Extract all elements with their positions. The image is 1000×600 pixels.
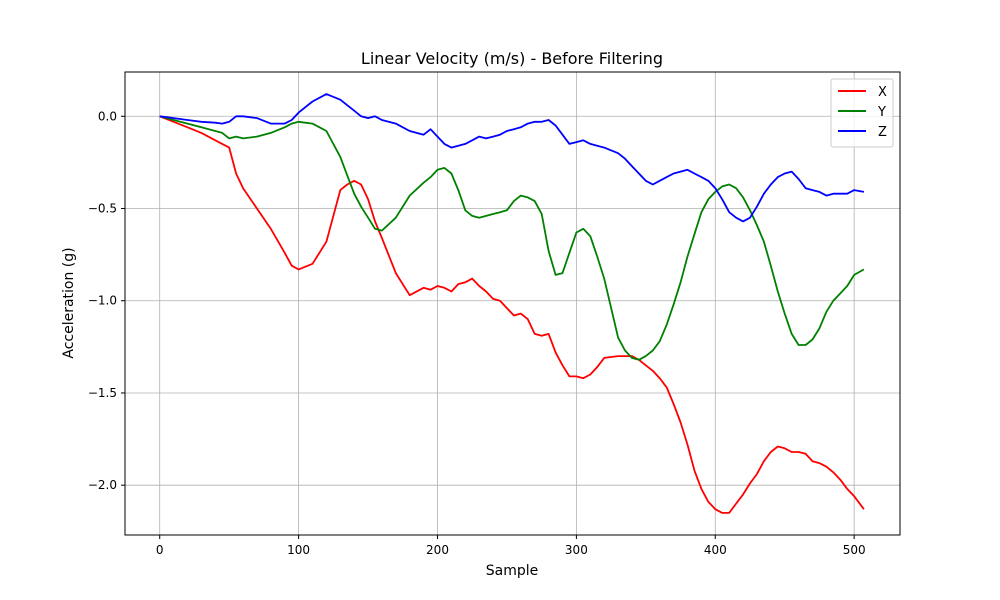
plot-frame <box>124 71 901 536</box>
legend: XYZ <box>830 78 894 148</box>
axis-ticks: 0 100 200 300 400 500 0.0 −0.5 −1.0 −1.5 −2.0 <box>88 109 866 557</box>
y-tick-label: −2.0 <box>88 478 117 492</box>
y-axis-label: Acceleration (g) <box>61 247 77 358</box>
y-tick-label: −1.5 <box>88 386 117 400</box>
legend-label-z: Z <box>878 125 887 140</box>
chart-title: Linear Velocity (m/s) - Before Filtering <box>361 49 663 68</box>
x-tick-label: 500 <box>843 543 866 557</box>
legend-label-y: Y <box>877 105 886 120</box>
series-line-z <box>159 93 865 223</box>
series-line-y <box>159 115 865 361</box>
x-tick-label: 400 <box>704 543 727 557</box>
legend-label-x: X <box>878 85 887 100</box>
y-tick-label: −0.5 <box>88 202 117 216</box>
grid <box>125 72 900 535</box>
x-tick-label: 300 <box>565 543 588 557</box>
x-tick-label: 200 <box>426 543 449 557</box>
y-tick-label: −1.0 <box>88 294 117 308</box>
x-tick-label: 0 <box>156 543 164 557</box>
x-axis-label: Sample <box>486 563 539 579</box>
series-line-x <box>159 115 865 514</box>
series-lines <box>159 93 865 514</box>
x-tick-label: 100 <box>287 543 310 557</box>
y-tick-label: 0.0 <box>98 109 117 123</box>
